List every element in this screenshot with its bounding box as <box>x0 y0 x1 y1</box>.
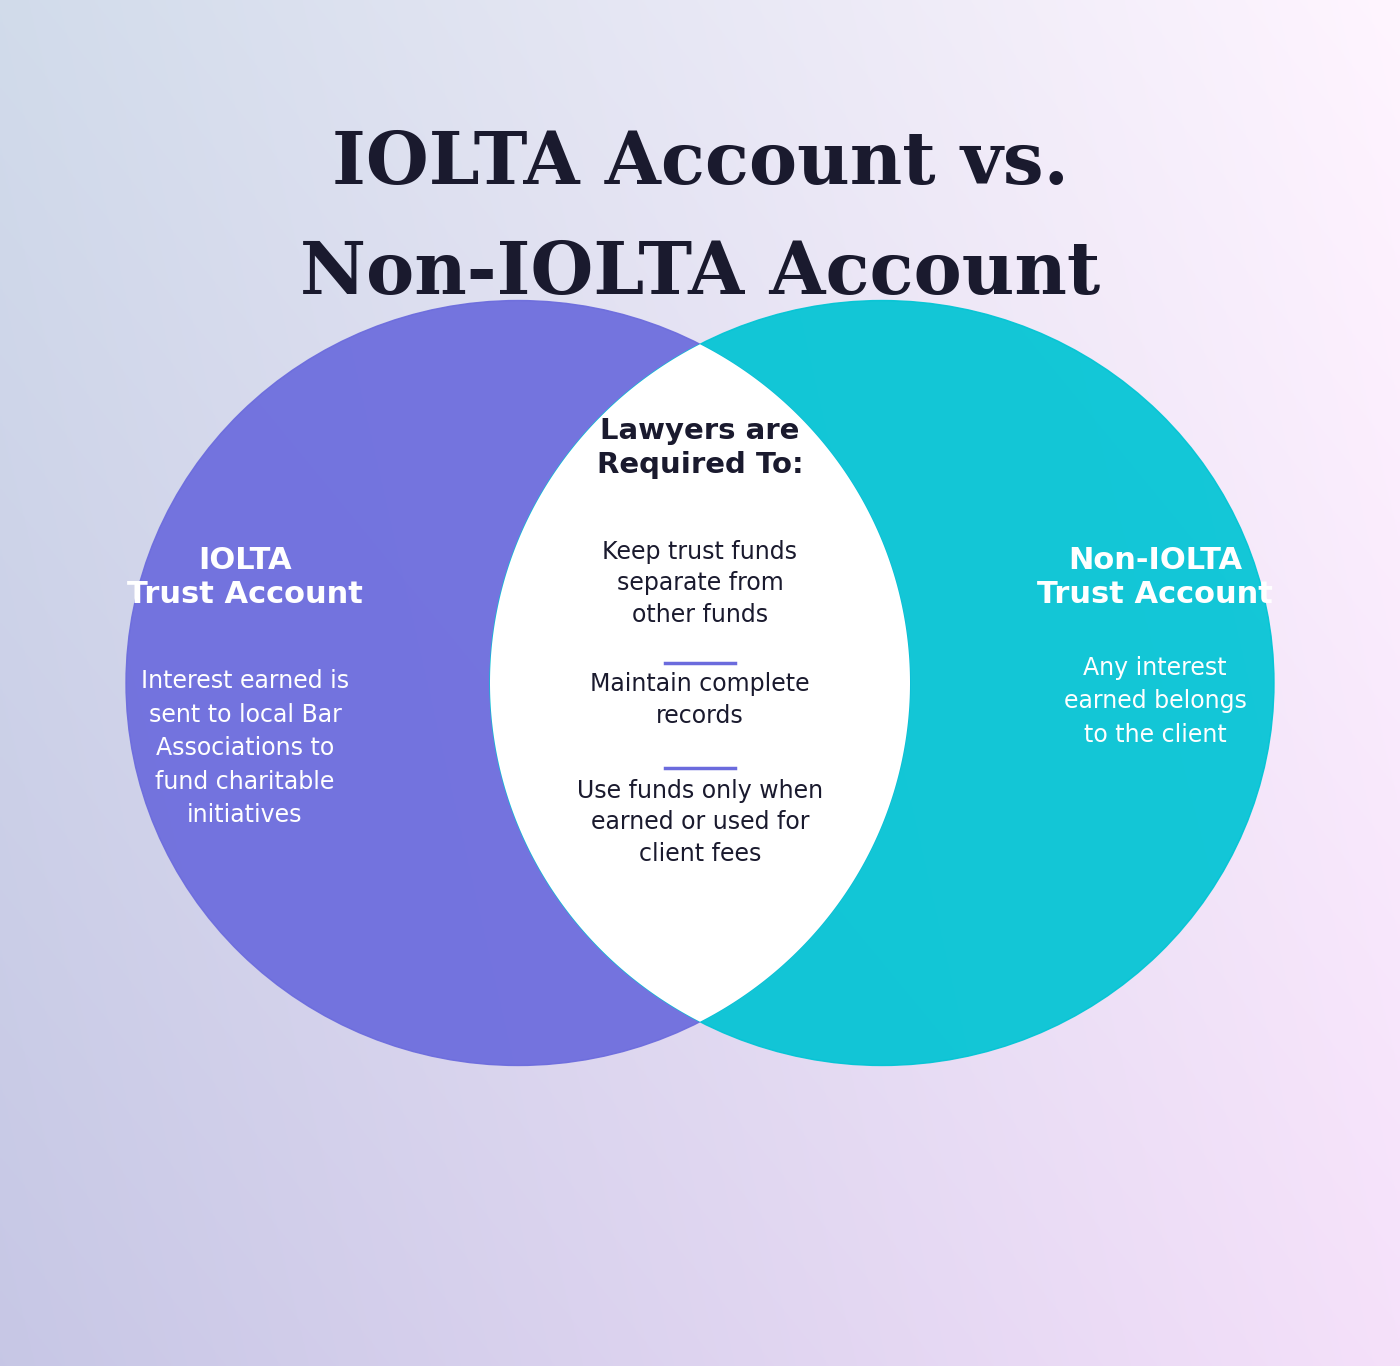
Text: Interest earned is
sent to local Bar
Associations to
fund charitable
initiatives: Interest earned is sent to local Bar Ass… <box>141 669 349 828</box>
Circle shape <box>126 301 910 1065</box>
Text: Non-IOLTA
Trust Account: Non-IOLTA Trust Account <box>1037 546 1273 609</box>
Text: Non-IOLTA Account: Non-IOLTA Account <box>300 238 1100 309</box>
Circle shape <box>490 301 1274 1065</box>
Text: Any interest
earned belongs
to the client: Any interest earned belongs to the clien… <box>1064 656 1246 747</box>
Text: Keep trust funds
separate from
other funds: Keep trust funds separate from other fun… <box>602 540 798 627</box>
Polygon shape <box>490 344 910 1022</box>
Text: Maintain complete
records: Maintain complete records <box>591 672 809 728</box>
Text: Use funds only when
earned or used for
client fees: Use funds only when earned or used for c… <box>577 779 823 866</box>
Text: IOLTA Account vs.: IOLTA Account vs. <box>332 128 1068 199</box>
Text: Lawyers are
Required To:: Lawyers are Required To: <box>596 417 804 479</box>
Text: IOLTA
Trust Account: IOLTA Trust Account <box>127 546 363 609</box>
